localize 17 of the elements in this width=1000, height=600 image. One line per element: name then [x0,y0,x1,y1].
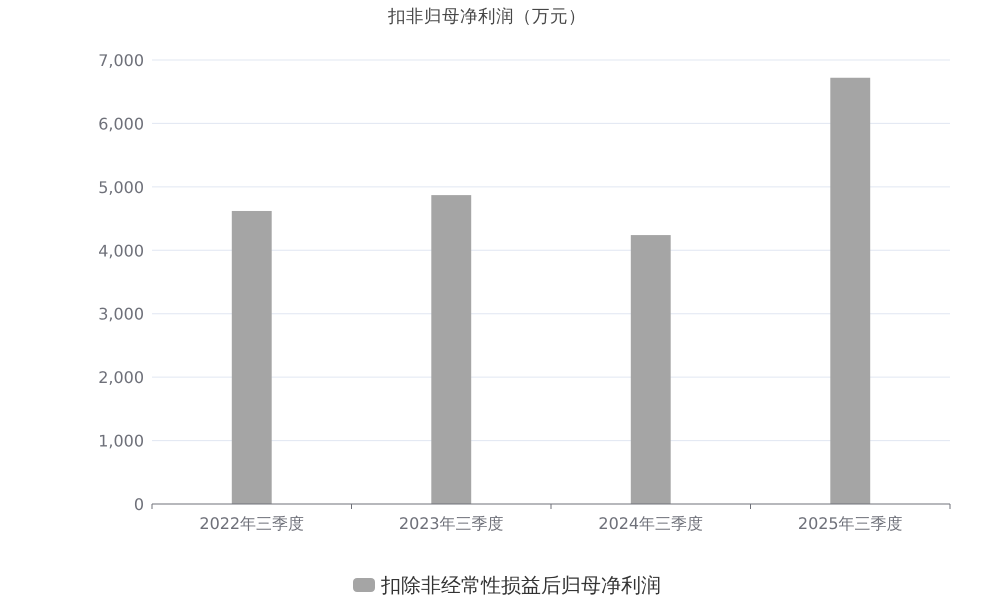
y-tick-label: 7,000 [98,51,144,70]
title: 扣非归母净利润（万元） [388,7,586,27]
y-tick-label: 3,000 [98,304,144,324]
y-tick-label: 5,000 [98,178,144,197]
x-tick-label: 2023年三季度 [398,514,504,533]
bar [830,78,870,504]
y-tick-label: 1,000 [98,432,144,451]
x-tick-label: 2022年三季度 [199,514,304,533]
y-tick-label: 0 [134,495,144,514]
y-tick-label: 4,000 [98,241,144,260]
y-tick-label: 2,000 [98,368,144,388]
bar [232,210,272,504]
y-tick-label: 6,000 [98,114,144,134]
x-tick-label: 2025年三季度 [798,514,903,533]
x-tick-label: 2024年三季度 [598,514,704,533]
bar [431,195,472,504]
bar [630,235,671,504]
